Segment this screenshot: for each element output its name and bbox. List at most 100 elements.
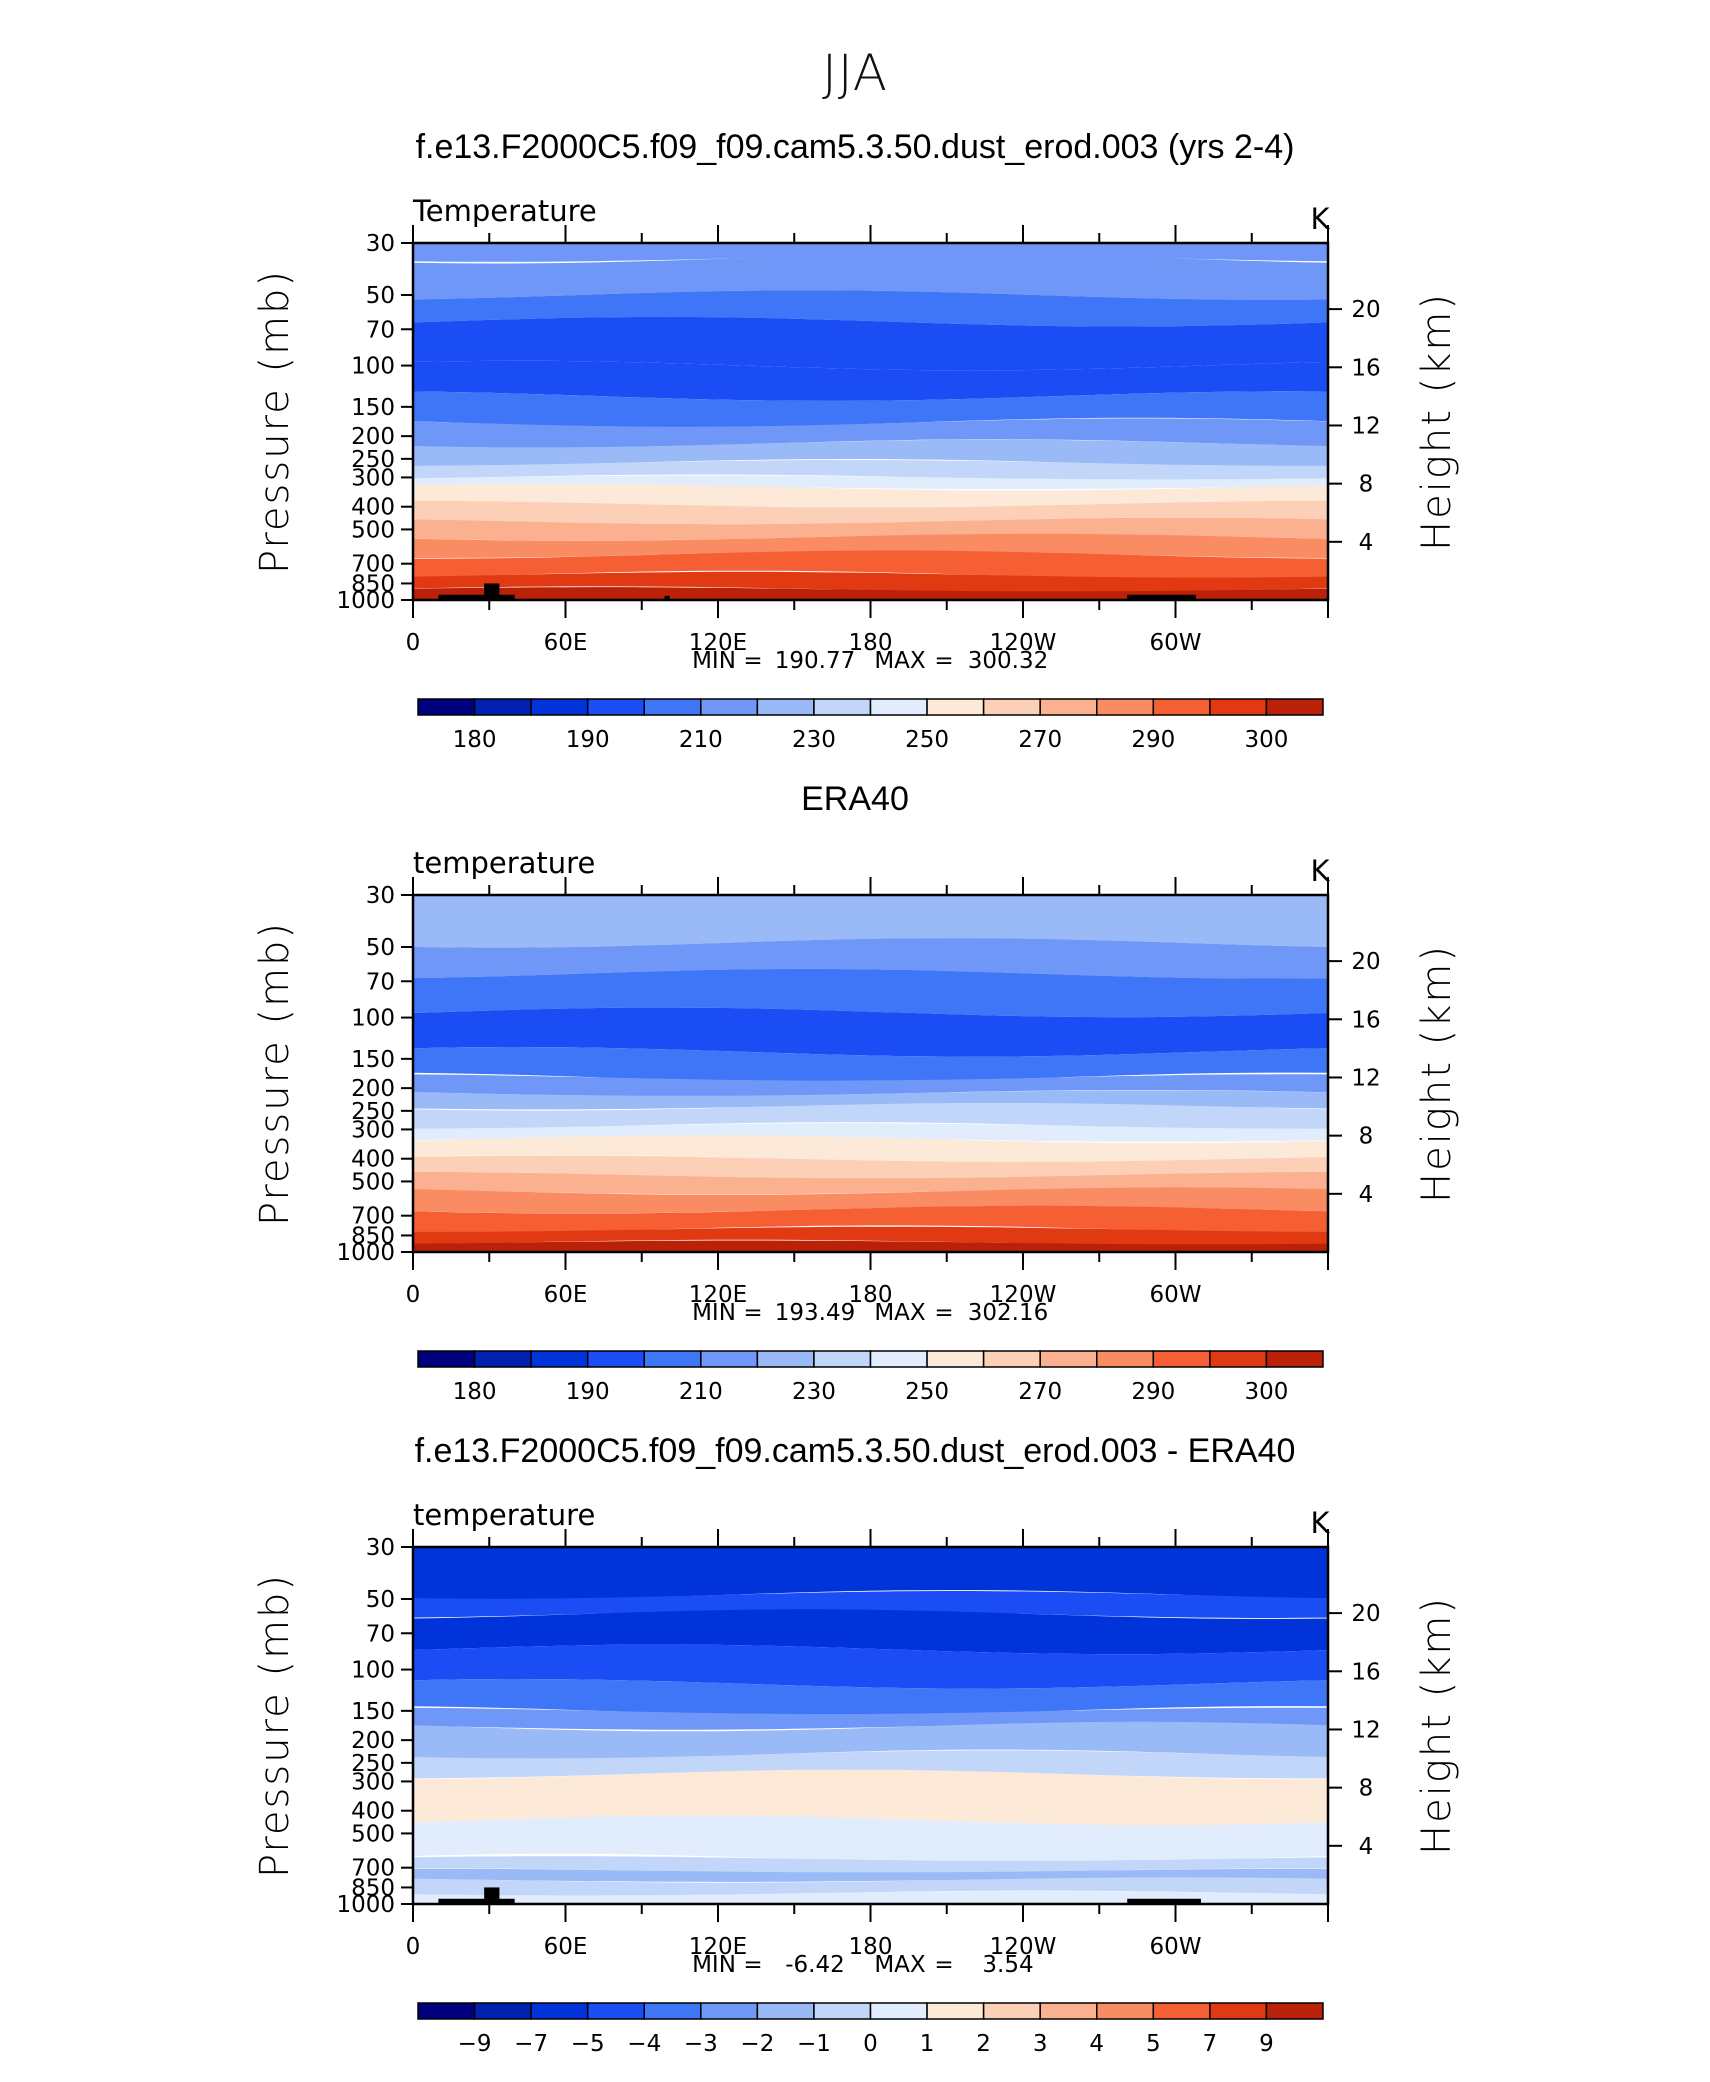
contour-band	[413, 483, 1328, 508]
colorbar-label: 270	[1018, 1379, 1062, 1405]
left-string: temperature	[413, 1498, 595, 1532]
max-equals: =	[934, 1952, 953, 1978]
colorbar-box	[813, 1350, 872, 1368]
pressure-tick-label: 50	[366, 283, 395, 309]
pressure-tick-label: 1000	[336, 1240, 395, 1266]
contour-band	[413, 459, 1328, 481]
colorbar-box	[1265, 1350, 1324, 1368]
height-tick-label: 20	[1351, 297, 1380, 323]
pressure-tick-label: 30	[366, 883, 395, 909]
contour-band	[413, 1547, 1328, 1600]
units-label: K	[1310, 1506, 1330, 1540]
height-tick-label: 16	[1351, 1007, 1380, 1033]
colorbar-box	[1209, 698, 1268, 716]
colorbar-box	[1039, 2002, 1098, 2020]
contour-band	[413, 1074, 1328, 1097]
contour-band	[413, 316, 1328, 371]
contour-band	[413, 587, 1328, 600]
colorbar-box	[530, 1350, 589, 1368]
min-label: MIN	[692, 648, 736, 674]
height-tick-label: 16	[1351, 355, 1380, 381]
contour-band	[413, 475, 1328, 490]
colorbar-box	[1096, 1350, 1155, 1368]
colorbar-box	[1039, 698, 1098, 716]
colorbar-label: 190	[566, 1379, 610, 1405]
y2-axis-label: Height (km)	[1414, 292, 1460, 551]
colorbar-box	[813, 698, 872, 716]
min-label: MIN	[692, 1300, 736, 1326]
colorbar-box	[586, 1350, 645, 1368]
contour-band	[413, 1707, 1328, 1730]
max-value: 3.54	[982, 1952, 1033, 1978]
lon-tick-label: 120W	[990, 630, 1057, 656]
contour-band	[413, 1135, 1328, 1163]
contour-plot-difference: 3050701001502002503004005007008501000201…	[252, 1498, 1460, 2057]
contour-band	[413, 895, 1328, 948]
topography-mask	[438, 1898, 515, 1904]
max-value: 302.16	[968, 1300, 1048, 1326]
pressure-tick-label: 50	[366, 935, 395, 961]
pressure-tick-label: 100	[351, 354, 395, 380]
contour-band	[413, 1679, 1328, 1716]
lon-tick-label: 0	[406, 630, 421, 656]
temperature-difference-panel: f.e13.F2000C5.f09_f09.cam5.3.50.dust_ero…	[0, 1432, 1710, 2082]
colorbar-box	[756, 1350, 815, 1368]
panel-title: f.e13.F2000C5.f09_f09.cam5.3.50.dust_ero…	[414, 1432, 1296, 1470]
lon-tick-label: 120E	[689, 1934, 747, 1960]
max-label: MAX	[874, 1300, 926, 1326]
colorbar-box	[643, 698, 702, 716]
lon-tick-label: 120W	[990, 1934, 1057, 1960]
contour-band	[413, 968, 1328, 1018]
colorbar-label: −5	[571, 2031, 605, 2057]
contour-band	[413, 1240, 1328, 1252]
contour-band	[413, 1721, 1328, 1760]
topography-mask	[484, 583, 500, 600]
colorbar-label: 180	[453, 727, 497, 753]
colorbar-label: 190	[566, 727, 610, 753]
colorbar-box	[473, 2002, 532, 2020]
colorbar-box	[473, 698, 532, 716]
min-equals: =	[743, 1952, 762, 1978]
pressure-tick-label: 1000	[336, 1892, 395, 1918]
temperature-era40-panel: ERA40 30 50 70 100 150 200 250 300 400 500 700 850 1…	[0, 780, 1710, 1430]
contour-band	[413, 418, 1328, 448]
colorbar-label: −1	[797, 2031, 831, 2057]
pressure-tick-label: 70	[366, 317, 395, 343]
colorbar-label: 180	[453, 1379, 497, 1405]
colorbar-box	[643, 1350, 702, 1368]
contour-band	[413, 571, 1328, 593]
temperature-model-panel: f.e13.F2000C5.f09_f09.cam5.3.50.dust_ero…	[0, 128, 1710, 778]
colorbar-box	[417, 1350, 476, 1368]
colorbar-box	[530, 2002, 589, 2020]
lon-tick-label: 180	[849, 630, 893, 656]
contour-band	[413, 1047, 1328, 1083]
min-value: 193.49	[775, 1300, 855, 1326]
pressure-tick-label: 500	[351, 1821, 395, 1847]
height-tick-label: 12	[1351, 1717, 1380, 1743]
pressure-tick-label: 400	[351, 495, 395, 521]
pressure-tick-label: 250	[351, 1751, 395, 1777]
pressure-tick-label: 200	[351, 1728, 395, 1754]
contour-band	[413, 1609, 1328, 1655]
contour-band	[413, 1815, 1328, 1864]
contour-band	[413, 517, 1328, 541]
left-string: temperature	[413, 846, 595, 880]
colorbar-label: −4	[627, 2031, 661, 2057]
contour-band	[413, 1877, 1328, 1896]
pressure-tick-label: 250	[351, 1099, 395, 1125]
pressure-tick-label: 400	[351, 1799, 395, 1825]
pressure-tick-label: 100	[351, 1006, 395, 1032]
contour-band	[413, 1891, 1328, 1904]
contour-band	[413, 1769, 1328, 1826]
colorbar-box	[1265, 2002, 1324, 2020]
lon-tick-label: 60E	[544, 630, 588, 656]
pressure-tick-label: 850	[351, 1875, 395, 1901]
colorbar-box	[1096, 698, 1155, 716]
pressure-tick-label: 300	[351, 465, 395, 491]
lon-tick-label: 60W	[1149, 1282, 1201, 1308]
contour-band	[413, 1750, 1328, 1779]
colorbar-box	[982, 2002, 1041, 2020]
y-axis-label: Pressure (mb)	[252, 269, 298, 574]
contour-band	[413, 1007, 1328, 1057]
contour-plot-era40: 3050701001502002503004005007008501000201…	[252, 846, 1460, 1405]
